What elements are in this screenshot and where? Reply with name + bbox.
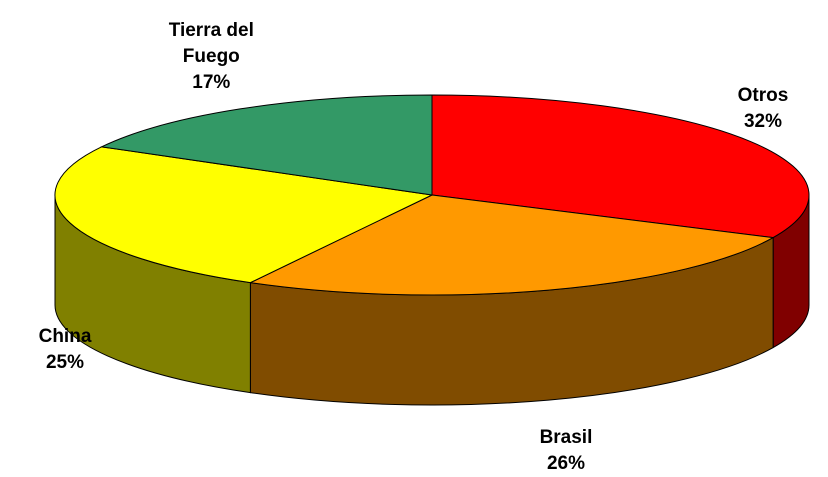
slice [99,94,433,196]
value-label: 17% [192,72,231,94]
category-label: Tierra del Fuego [168,20,254,68]
value-label: 26% [546,453,585,474]
slice [431,94,810,239]
category-label: China [38,325,92,347]
slice-label: Tierra del Fuego 17% [146,18,276,96]
slice-label: China 25% [0,324,130,376]
value-label: 32% [743,111,783,133]
category-label: Otros [737,85,789,107]
slice-label: Otros 32% [698,83,828,135]
category-label: Brasil [539,427,593,448]
value-label: 25% [45,351,85,373]
slice [54,146,434,284]
slice-label: Brasil 26% [501,425,631,477]
